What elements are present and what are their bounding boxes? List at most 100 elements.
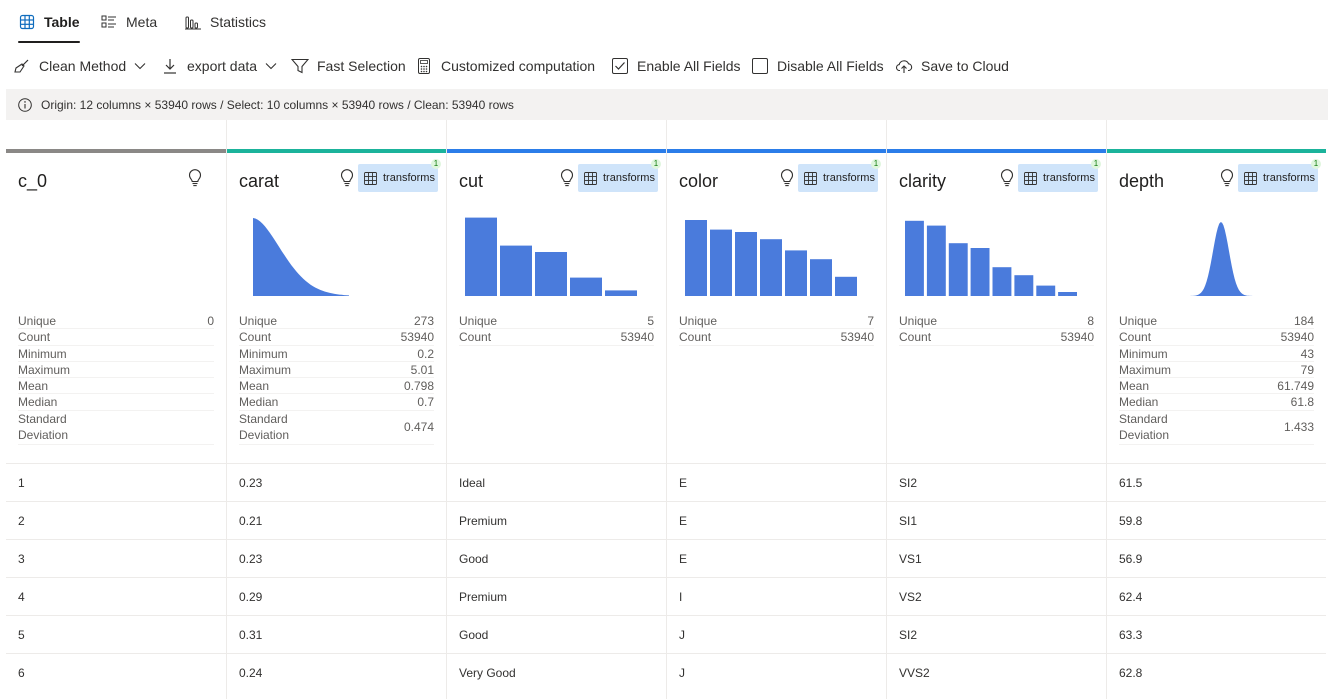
stat-row: Unique 5 [459, 313, 654, 330]
transforms-button[interactable]: transforms [578, 164, 658, 192]
lightbulb-icon[interactable] [999, 169, 1015, 187]
stat-label: Standard Deviation [1119, 412, 1170, 443]
table-cell[interactable]: E [667, 463, 886, 501]
column-color: color transforms 1 Unique 7 Count 53940 E E E I J J [666, 120, 886, 699]
table-cell[interactable]: 1 [6, 463, 226, 501]
table-cell[interactable]: 0.29 [227, 577, 446, 615]
table-cell[interactable]: 5 [6, 615, 226, 653]
table-cell[interactable]: J [667, 653, 886, 691]
fast-selection-button[interactable]: Fast Selection [291, 48, 406, 84]
field-name: cut [459, 171, 484, 191]
transforms-label: transforms [823, 172, 875, 184]
lightbulb-icon[interactable] [1219, 169, 1235, 187]
field-name: c_0 [18, 171, 48, 191]
table-cell[interactable]: 3 [6, 539, 226, 577]
broom-icon [13, 57, 31, 75]
table-cell[interactable]: 6 [6, 653, 226, 691]
table-cell[interactable]: 62.4 [1107, 577, 1326, 615]
column-values: 61.5 59.8 56.9 62.4 63.3 62.8 [1107, 463, 1326, 691]
distribution-bar [760, 239, 782, 296]
stat-row: Mean 0.798 [239, 378, 434, 395]
table-cell[interactable]: 63.3 [1107, 615, 1326, 653]
save-to-cloud-button[interactable]: Save to Cloud [895, 48, 1009, 84]
stat-label: Count [899, 330, 932, 345]
lightbulb-icon[interactable] [779, 169, 795, 187]
stat-value: 7 [867, 314, 874, 328]
table-cell[interactable]: Good [447, 539, 666, 577]
table-cell[interactable]: SI1 [887, 501, 1106, 539]
stat-value: 53940 [840, 330, 874, 345]
distribution-bar [1058, 292, 1077, 296]
distribution-chart [465, 217, 637, 296]
transforms-count-badge: 1 [871, 159, 881, 169]
transforms-button[interactable]: transforms [358, 164, 438, 192]
transforms-button[interactable]: transforms [798, 164, 878, 192]
table-cell[interactable]: 2 [6, 501, 226, 539]
table-cell[interactable]: Premium [447, 577, 666, 615]
table-cell[interactable]: 0.21 [227, 501, 446, 539]
column-values: 0.23 0.21 0.23 0.29 0.31 0.24 [227, 463, 446, 691]
distribution-bar [535, 252, 567, 296]
table-cell[interactable]: Very Good [447, 653, 666, 691]
disable-all-fields-button[interactable]: Disable All Fields [751, 48, 884, 84]
table-cell[interactable]: E [667, 501, 886, 539]
table-cell[interactable]: SI2 [887, 463, 1106, 501]
table-cell[interactable]: 4 [6, 577, 226, 615]
field-stats: Unique 8 Count 53940 [899, 313, 1094, 346]
stat-row: Minimum 0.2 [239, 346, 434, 362]
table-cell[interactable]: Good [447, 615, 666, 653]
distribution-bar [835, 276, 857, 296]
enable-all-fields-button[interactable]: Enable All Fields [611, 48, 741, 84]
lightbulb-icon[interactable] [187, 169, 203, 187]
toolbar: Clean Method export data Fast Selection … [0, 48, 1328, 84]
distribution-bar [992, 267, 1012, 296]
table-cell[interactable]: J [667, 615, 886, 653]
stat-label: Maximum [18, 362, 71, 377]
transforms-button[interactable]: transforms [1238, 164, 1318, 192]
calculator-icon [415, 57, 433, 75]
statistics-icon [184, 13, 202, 31]
table-cell[interactable]: 0.23 [227, 463, 446, 501]
export-data-button[interactable]: export data [161, 48, 277, 84]
table-cell[interactable]: 0.31 [227, 615, 446, 653]
disable-all-fields-label: Disable All Fields [777, 58, 884, 74]
tab-statistics[interactable]: Statistics [184, 0, 266, 44]
table-cell[interactable]: VVS2 [887, 653, 1106, 691]
clean-method-button[interactable]: Clean Method [13, 48, 146, 84]
table-cell[interactable]: SI2 [887, 615, 1106, 653]
table-cell[interactable]: 0.24 [227, 653, 446, 691]
table-cell[interactable]: Premium [447, 501, 666, 539]
tab-meta[interactable]: Meta [100, 0, 157, 44]
table-cell[interactable]: 62.8 [1107, 653, 1326, 691]
stat-value: 273 [413, 314, 434, 328]
table-cell[interactable]: Ideal [447, 463, 666, 501]
tab-table[interactable]: Table [18, 0, 80, 44]
tab-meta-label: Meta [126, 14, 158, 30]
distribution-bar [710, 229, 732, 296]
stat-value: 79 [1300, 362, 1314, 377]
transforms-button[interactable]: transforms [1018, 164, 1098, 192]
stat-value: 0.7 [417, 395, 434, 410]
customized-computation-button[interactable]: Customized computation [415, 48, 595, 84]
distribution-bar [500, 245, 532, 296]
lightbulb-icon[interactable] [339, 169, 355, 187]
table-cell[interactable]: 61.5 [1107, 463, 1326, 501]
table-cell[interactable]: I [667, 577, 886, 615]
stat-label: Median [1119, 395, 1159, 410]
table-cell[interactable]: E [667, 539, 886, 577]
field-stats: Unique 273 Count 53940 Minimum 0.2 Maximum 5.01… [239, 313, 434, 445]
transforms-label: transforms [1263, 172, 1315, 184]
lightbulb-icon[interactable] [559, 169, 575, 187]
stat-row: Median [18, 394, 214, 411]
save-to-cloud-label: Save to Cloud [921, 58, 1009, 74]
table-cell[interactable]: 59.8 [1107, 501, 1326, 539]
table-transform-icon [584, 171, 597, 185]
table-cell[interactable]: VS2 [887, 577, 1106, 615]
stat-label: Standard Deviation [239, 412, 290, 443]
distribution-bar [465, 217, 497, 296]
table-cell[interactable]: 56.9 [1107, 539, 1326, 577]
export-data-label: export data [187, 58, 258, 74]
table-cell[interactable]: 0.23 [227, 539, 446, 577]
table-cell[interactable]: VS1 [887, 539, 1106, 577]
